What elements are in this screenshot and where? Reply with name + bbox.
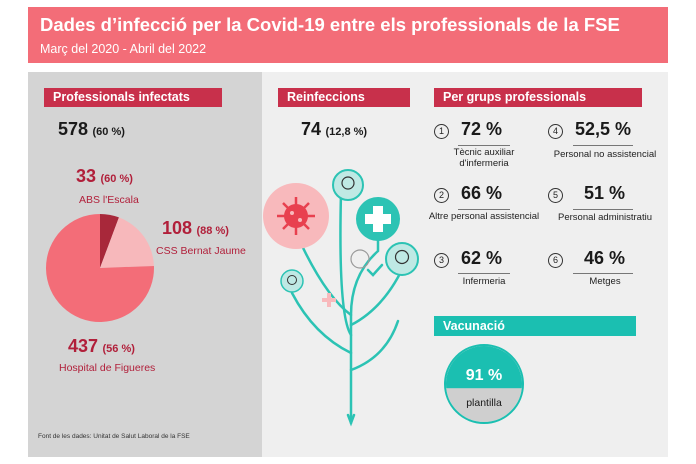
vaccination-gauge-ring [444, 344, 524, 424]
group-3-divider [458, 273, 510, 274]
hosp-pct: (56 %) [102, 343, 135, 355]
page-title: Dades d’infecció per la Covid-19 entre e… [40, 14, 620, 35]
page-subtitle: Març del 2020 - Abril del 2022 [40, 42, 207, 56]
virus-icon [277, 197, 315, 235]
group-6-value: 46 % [584, 248, 626, 268]
group-5-number: 5 [548, 188, 563, 203]
infected-heading: Professionals infectats [44, 88, 222, 107]
group-6-divider [573, 273, 633, 274]
tree-branch-top [339, 191, 353, 337]
doctor-avatar-face [341, 176, 355, 190]
reinfections-stat: 74 (12,8 %) [301, 119, 367, 140]
reinfections-heading: Reinfeccions [278, 88, 410, 107]
vaccination-value: 91 % [466, 367, 502, 384]
tree-branch-low-left [290, 291, 353, 355]
nurse-avatar [385, 242, 419, 276]
group-2-divider [458, 209, 510, 210]
group-1-divider [458, 145, 510, 146]
nurse-avatar-face [394, 249, 410, 265]
css-label: CSS Bernat Jaume [156, 245, 246, 257]
tree-root [346, 413, 356, 427]
tree-illustration [263, 169, 419, 427]
group-3-number: 3 [434, 253, 449, 268]
group-5-label: Personal administratiu [558, 212, 652, 223]
group-3-value: 62 % [461, 248, 503, 268]
abs-value: 33 [76, 166, 97, 186]
doctor-avatar [332, 169, 364, 201]
abs-pct: (60 %) [100, 173, 133, 185]
pie-slice-css [100, 217, 154, 268]
pie-slice-hospital [46, 214, 154, 322]
group-1-label: Tècnic auxiliar d'infermeria [453, 147, 515, 169]
group-1-value: 72 % [461, 119, 503, 139]
group-5-value: 51 % [584, 183, 626, 203]
data-source: Font de les dades: Unitat de Salut Labor… [38, 433, 190, 440]
vaccination-label: plantilla [466, 397, 502, 409]
group-2-label: Altre personal assistencial [428, 211, 540, 222]
infected-total-value: 578 [58, 119, 89, 139]
group-4-number: 4 [548, 124, 563, 139]
hosp-stat: 437 (56 %) [68, 336, 135, 357]
group-6-label: Metges [589, 276, 621, 287]
reinfections-value: 74 [301, 119, 322, 139]
tree-branch-low-right [349, 319, 400, 372]
group-2-value: 66 % [461, 183, 503, 203]
medical-cross-icon [365, 206, 391, 232]
abs-stat: 33 (60 %) [76, 166, 133, 187]
group-4-divider [573, 145, 633, 146]
check-icon [366, 263, 384, 277]
group-3-label: Infermeria [462, 276, 506, 287]
group-5-divider [573, 209, 633, 210]
plus-icon [322, 293, 336, 307]
hosp-value: 437 [68, 336, 99, 356]
worker-avatar [280, 269, 304, 293]
css-stat: 108 (88 %) [162, 218, 229, 239]
abs-label: ABS l'Escala [79, 194, 139, 206]
infected-pie-chart [46, 214, 154, 322]
infected-total-pct: (60 %) [92, 126, 125, 138]
groups-heading: Per grups professionals [434, 88, 642, 107]
hosp-label: Hospital de Figueres [59, 362, 156, 374]
group-2-number: 2 [434, 188, 449, 203]
group-4-label: Personal no assistencial [553, 149, 657, 160]
header-banner: Dades d’infecció per la Covid-19 entre e… [28, 7, 668, 63]
pie-slice-abs [100, 214, 119, 268]
group-4-value: 52,5 % [575, 119, 632, 139]
group-1-number: 1 [434, 124, 449, 139]
vaccination-gauge: 91 % plantilla [444, 344, 524, 424]
css-value: 108 [162, 218, 193, 238]
worker-avatar-face [287, 275, 297, 285]
css-pct: (88 %) [196, 225, 229, 237]
vaccination-heading: Vacunació [434, 316, 636, 336]
group-6-number: 6 [548, 253, 563, 268]
infected-total: 578 (60 %) [58, 119, 125, 140]
small-circle-outline [350, 249, 370, 269]
reinfections-pct: (12,8 %) [325, 126, 368, 138]
